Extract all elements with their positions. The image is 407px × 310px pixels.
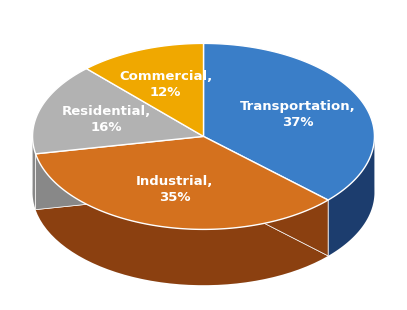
Text: Transportation,
37%: Transportation, 37% <box>240 100 355 129</box>
Polygon shape <box>204 136 328 256</box>
Text: Commercial,
12%: Commercial, 12% <box>119 70 212 99</box>
Text: Residential,
16%: Residential, 16% <box>61 105 151 134</box>
Polygon shape <box>35 136 204 210</box>
Polygon shape <box>35 154 328 285</box>
Ellipse shape <box>33 99 374 285</box>
Polygon shape <box>33 137 35 210</box>
Polygon shape <box>328 138 374 256</box>
Polygon shape <box>86 43 204 136</box>
Polygon shape <box>204 136 328 256</box>
Polygon shape <box>204 43 374 200</box>
Text: Industrial,
35%: Industrial, 35% <box>136 175 214 205</box>
Polygon shape <box>33 69 204 154</box>
Polygon shape <box>35 136 204 210</box>
Polygon shape <box>35 136 328 229</box>
